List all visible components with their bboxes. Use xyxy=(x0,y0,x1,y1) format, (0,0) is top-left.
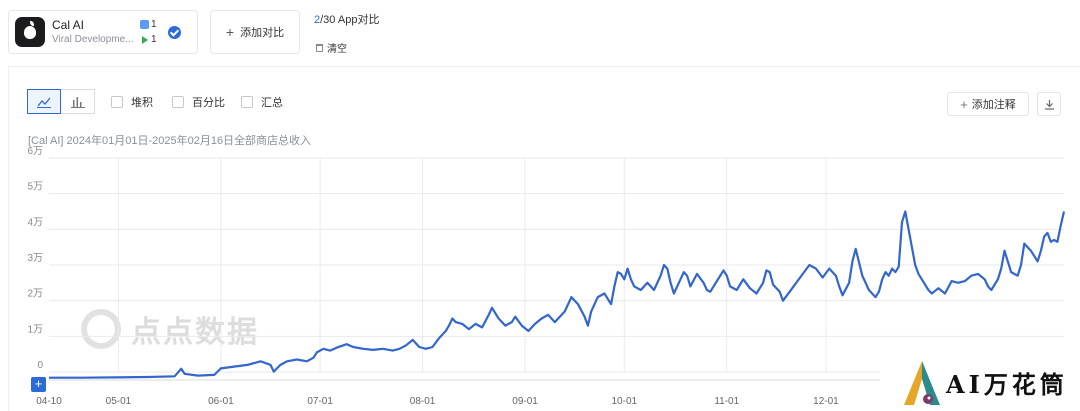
compare-current: 2 xyxy=(314,14,321,26)
y-tick-label: 0 xyxy=(37,360,43,371)
stack-label: 堆积 xyxy=(131,97,153,109)
checkbox-icon xyxy=(172,96,184,108)
sum-checkbox[interactable]: 汇总 xyxy=(241,94,283,110)
compare-count: 2/30 App对比 xyxy=(314,11,379,27)
brand-overlay: AI万花筒 xyxy=(880,354,1080,411)
plus-icon: + xyxy=(960,96,968,112)
add-note-button[interactable]: + 添加注释 xyxy=(947,92,1029,116)
x-tick-label: 10-01 xyxy=(611,396,637,407)
y-tick-label: 3万 xyxy=(27,253,43,264)
google-play-icon xyxy=(142,35,148,44)
trash-icon xyxy=(316,43,323,52)
y-tick-label: 2万 xyxy=(27,289,43,300)
plus-icon: + xyxy=(225,24,235,40)
stack-checkbox[interactable]: 堆积 xyxy=(111,94,153,110)
chart-card: 堆积 百分比 汇总 + 添加注释 [Cal AI] 2024年01月01日-20… xyxy=(8,66,1080,411)
brand-logo-icon xyxy=(904,360,940,405)
app-card[interactable]: Cal AI Viral Developme... 1 1 xyxy=(8,10,198,54)
clear-button[interactable]: 清空 xyxy=(316,40,347,55)
watermark-text: 点点数据 xyxy=(131,316,259,349)
percent-checkbox[interactable]: 百分比 xyxy=(172,94,225,110)
chart-type-toggle xyxy=(27,89,95,114)
add-note-label: 添加注释 xyxy=(971,99,1016,111)
app-name: Cal AI xyxy=(52,17,85,32)
x-tick-label: 09-01 xyxy=(512,396,538,407)
app-logo-icon xyxy=(15,17,45,47)
x-tick-label: 06-01 xyxy=(208,396,234,407)
x-tick-label: 12-01 xyxy=(813,396,839,407)
sum-label: 汇总 xyxy=(261,97,283,109)
x-tick-label: 08-01 xyxy=(410,396,436,407)
download-icon xyxy=(1044,99,1054,110)
x-tick-label: 05-01 xyxy=(106,396,132,407)
checkbox-icon xyxy=(111,96,123,108)
y-tick-label: 4万 xyxy=(27,217,43,228)
selected-check-icon[interactable] xyxy=(168,25,181,39)
expand-plus-button[interactable]: + xyxy=(31,377,46,392)
y-tick-label: 6万 xyxy=(27,146,43,157)
percent-label: 百分比 xyxy=(192,97,225,109)
line-chart-icon xyxy=(37,97,51,108)
checkbox-icon xyxy=(241,96,253,108)
clear-label: 清空 xyxy=(327,44,347,55)
y-tick-label: 5万 xyxy=(27,182,43,193)
ios-count: 1 xyxy=(151,19,157,30)
download-button[interactable] xyxy=(1037,92,1061,116)
chart-subtitle: [Cal AI] 2024年01月01日-2025年02月16日全部商店总收入 xyxy=(28,135,312,147)
brand-text: AI万花筒 xyxy=(946,370,1068,399)
watermark: 点点数据 xyxy=(81,307,259,351)
line-chart-button[interactable] xyxy=(27,89,61,114)
x-tick-label: 11-01 xyxy=(714,396,739,407)
app-developer: Viral Developme... xyxy=(52,33,134,45)
x-tick-label: 07-01 xyxy=(307,396,333,407)
y-tick-label: 1万 xyxy=(27,324,43,335)
bar-chart-icon xyxy=(70,96,85,108)
series-line xyxy=(49,210,1066,379)
gp-count: 1 xyxy=(151,34,157,45)
compare-total: /30 App对比 xyxy=(320,14,380,26)
add-compare-button[interactable]: + 添加对比 xyxy=(210,10,300,54)
x-tick-label: 04-10 xyxy=(36,396,62,407)
add-compare-label: 添加对比 xyxy=(240,27,285,39)
bar-chart-button[interactable] xyxy=(61,89,95,114)
app-store-icon xyxy=(140,20,149,29)
